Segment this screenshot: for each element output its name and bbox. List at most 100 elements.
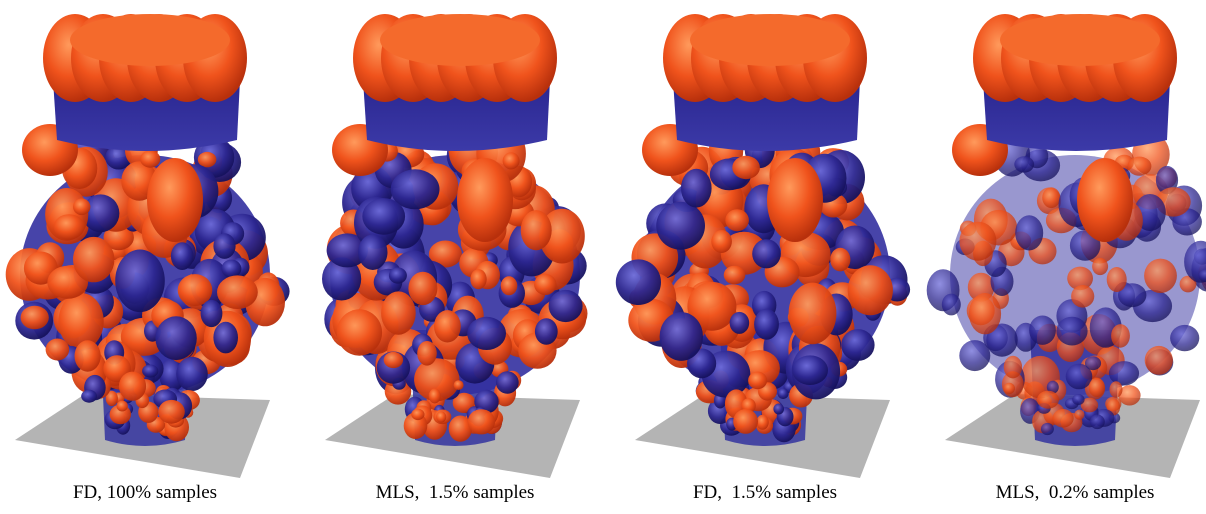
- vortex-blob-blue: [777, 388, 789, 399]
- vortex-blob-blue: [82, 194, 120, 233]
- vortex-blob-blue: [390, 169, 440, 210]
- vortex-blob-orange: [687, 281, 737, 331]
- vortex-blob-blue: [1198, 268, 1206, 282]
- vortex-blob-orange: [1074, 409, 1085, 420]
- rendering: [926, 14, 1206, 478]
- vortex-blob-blue: [534, 318, 558, 345]
- vortex-blob-blue: [1065, 363, 1093, 390]
- vortex-blob-blue: [388, 267, 407, 284]
- vortex-blob-orange: [720, 231, 768, 275]
- caption: FD, 1.5% samples: [693, 482, 837, 503]
- caption: MLS, 0.2% samples: [996, 482, 1155, 503]
- vortex-blob-orange: [53, 214, 85, 240]
- vortex-blob-blue: [358, 234, 388, 270]
- vortex-blob-orange: [1088, 377, 1105, 398]
- vortex-blob-blue: [142, 364, 159, 378]
- rendering: [322, 14, 588, 478]
- vortex-blob-blue: [1015, 215, 1044, 251]
- vortex-blob-blue: [495, 371, 519, 394]
- vortex-blob-orange: [1106, 267, 1127, 292]
- vortex-blob-orange: [1067, 266, 1093, 291]
- vortex-blob-orange: [383, 351, 404, 369]
- vortex-blob-orange: [428, 240, 462, 268]
- vortex-blob-orange: [968, 293, 1002, 335]
- vortex-blob-orange: [500, 276, 518, 296]
- cap-top: [690, 14, 850, 66]
- vortex-blob-orange: [733, 409, 758, 434]
- vortex-blob-orange: [1109, 381, 1123, 398]
- side-lobe: [1077, 158, 1133, 242]
- vortex-blob-blue: [1084, 356, 1102, 371]
- vortex-blob-orange: [197, 151, 217, 168]
- caption: MLS, 1.5% samples: [376, 482, 535, 503]
- vortex-blob-orange: [1042, 187, 1061, 209]
- vortex-blob-orange: [1111, 324, 1130, 348]
- vortex-blob-blue: [1056, 316, 1088, 346]
- vortex-blob-orange: [788, 282, 837, 345]
- vortex-blob-orange: [417, 341, 437, 366]
- vortex-blob-orange: [74, 340, 101, 372]
- vortex-blob-orange: [1052, 409, 1074, 428]
- vortex-blob-orange: [73, 236, 115, 283]
- vortex-blob-blue: [548, 289, 583, 323]
- vortex-blob-blue: [1170, 324, 1200, 352]
- cap-top: [1000, 14, 1160, 66]
- vortex-blob-orange: [105, 390, 118, 407]
- vortex-blob-blue: [326, 233, 368, 268]
- vortex-blob-orange: [959, 221, 997, 261]
- vortex-blob-blue: [1069, 230, 1101, 261]
- vortex-blob-blue: [773, 403, 784, 415]
- vortex-blob-orange: [520, 210, 552, 251]
- vortex-blob-blue: [467, 316, 506, 350]
- vortex-blob-blue: [959, 340, 991, 372]
- vortex-blob-blue: [752, 239, 781, 269]
- vortex-blob-blue: [176, 356, 208, 392]
- vortex-blob-orange: [732, 155, 760, 180]
- vortex-blob-blue: [659, 312, 703, 361]
- vortex-blob-orange: [408, 271, 438, 306]
- vortex-blob-orange: [1127, 156, 1152, 176]
- vortex-blob-orange: [748, 371, 768, 390]
- vortex-blob-blue: [941, 293, 961, 316]
- vortex-blob-blue: [170, 242, 194, 270]
- vortex-blob-orange: [534, 274, 557, 295]
- vortex-blob-blue: [1089, 414, 1105, 430]
- vortex-blob-orange: [381, 291, 416, 335]
- vortex-blob-orange: [73, 198, 91, 216]
- vortex-blob-orange: [467, 409, 496, 435]
- vortex-blob-orange: [502, 152, 520, 170]
- vortex-blob-orange: [1080, 397, 1099, 413]
- vortex-blob-blue: [1072, 394, 1085, 405]
- vortex-blob-orange: [140, 150, 161, 168]
- vortex-blob-blue: [1118, 283, 1147, 308]
- caption: FD, 100% samples: [73, 482, 217, 503]
- vortex-blob-blue: [115, 249, 165, 313]
- vortex-blob-blue: [792, 355, 828, 386]
- vortex-blob-blue: [729, 311, 750, 334]
- vortex-blob-orange: [847, 265, 893, 316]
- vortex-blob-blue: [213, 233, 236, 259]
- rendering: [5, 14, 290, 478]
- vortex-blob-orange: [116, 400, 128, 412]
- cap-top: [70, 14, 230, 66]
- vortex-blob-blue: [656, 201, 705, 250]
- vortex-blob-blue: [1046, 380, 1059, 394]
- vortex-blob-blue: [362, 198, 406, 235]
- vortex-blob-blue: [1014, 156, 1035, 173]
- vortex-blob-orange: [1092, 257, 1109, 276]
- vortex-blob-orange: [711, 230, 732, 253]
- panels: [5, 14, 1206, 478]
- vortex-blob-blue: [754, 308, 779, 340]
- cap-top: [380, 14, 540, 66]
- vortex-blob-blue: [155, 316, 197, 361]
- vortex-blob-blue: [200, 299, 223, 328]
- vortex-blob-orange: [452, 392, 476, 413]
- vortex-blob-orange: [428, 388, 441, 404]
- vortex-blob-orange: [411, 408, 425, 421]
- vortex-blob-blue: [841, 329, 875, 361]
- vortex-blob-orange: [453, 380, 464, 390]
- vortex-blob-orange: [1144, 258, 1177, 293]
- vortex-blob-blue: [615, 259, 662, 306]
